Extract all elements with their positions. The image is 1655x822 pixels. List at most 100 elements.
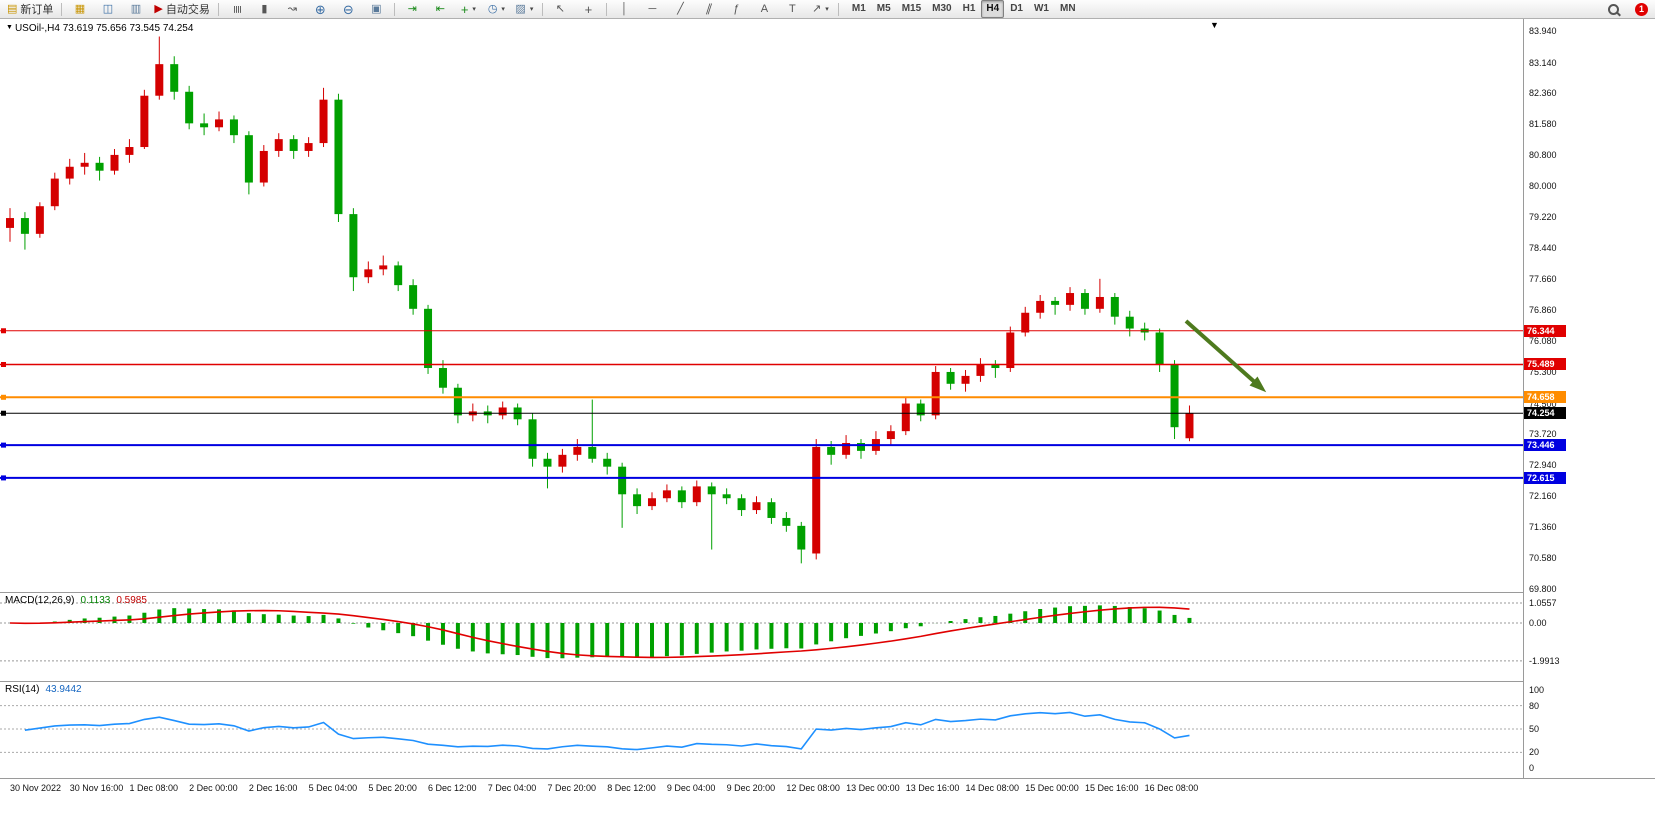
line-chart-icon: ↝ xyxy=(287,2,297,15)
autotrading-button[interactable]: ▶ 自动交易 xyxy=(150,0,213,19)
candlestick-chart-button[interactable]: ▮ xyxy=(251,0,278,19)
chart-shift-button[interactable]: ⇤ xyxy=(427,0,454,19)
price-axis-label: 82.360 xyxy=(1529,88,1557,99)
fibonacci-button[interactable]: ƒ xyxy=(723,0,750,19)
macd-scale-label: 0.00 xyxy=(1529,618,1547,628)
time-axis-label: 5 Dec 20:00 xyxy=(368,783,417,793)
chevron-down-icon: ▾ xyxy=(825,6,829,13)
panel-splitter[interactable] xyxy=(0,592,1655,593)
toolbar-right-group: 1 xyxy=(1600,0,1648,19)
price-line-tag: 74.658 xyxy=(1524,391,1566,404)
timeframe-h1-button[interactable]: H1 xyxy=(962,3,976,14)
time-axis[interactable]: 30 Nov 2022 30 Nov 16:00 1 Dec 08:00 2 Dec … xyxy=(0,779,1655,822)
time-axis-label: 13 Dec 00:00 xyxy=(846,783,900,793)
rsi-scale-label: 50 xyxy=(1529,724,1540,734)
time-axis-label: 2 Dec 16:00 xyxy=(248,783,298,793)
zoom-out-button[interactable]: ⊖ xyxy=(335,0,362,19)
cursor-button[interactable]: ↖ xyxy=(547,0,574,19)
templates-button[interactable]: ▨ ▾ xyxy=(511,0,538,19)
navigator-button[interactable]: ◫ xyxy=(94,0,121,19)
templates-icon: ▨ xyxy=(515,2,526,15)
time-axis-label: 14 Dec 08:00 xyxy=(965,783,1020,793)
macd-label: MACD(12,26,9) xyxy=(5,595,75,606)
channel-button[interactable]: ∥ xyxy=(695,0,722,19)
time-axis-label: 30 Nov 16:00 xyxy=(69,783,124,793)
terminal-icon: ▥ xyxy=(130,2,142,15)
toolbar-separator xyxy=(605,2,607,16)
auto-scroll-button[interactable]: ⇥ xyxy=(399,0,426,19)
time-axis-label: 9 Dec 04:00 xyxy=(666,783,716,793)
chart-shift-marker-icon[interactable]: ▼ xyxy=(1210,20,1219,30)
price-axis-label: 74.500 xyxy=(1529,398,1557,409)
price-axis[interactable]: 83.940 83.140 82.360 81.580 80.800 80.000 79.2… xyxy=(1523,19,1655,778)
time-axis-label: 16 Dec 08:00 xyxy=(1144,783,1199,793)
horizontal-line-icon: ─ xyxy=(648,2,657,15)
rsi-scale-label: 80 xyxy=(1529,700,1540,711)
time-axis-label: 12 Dec 08:00 xyxy=(786,783,840,793)
zoom-in-button[interactable]: ⊕ xyxy=(307,0,334,19)
candlestick-chart-icon: ▮ xyxy=(261,2,268,15)
periods-clock-icon: ◷ xyxy=(487,2,498,15)
vertical-line-button[interactable]: │ xyxy=(611,0,638,19)
macd-title: MACD(12,26,9) 0.1133 0.5985 xyxy=(5,595,147,606)
label-tool-icon: T xyxy=(789,2,796,15)
label-tool-button[interactable]: T xyxy=(779,0,806,19)
timeframe-h4-button[interactable]: H4 xyxy=(981,0,1005,18)
arrows-tool-button[interactable]: ↗ ▾ xyxy=(807,0,834,19)
horizontal-line-button[interactable]: ─ xyxy=(639,0,666,19)
timeframe-m30-button[interactable]: M30 xyxy=(932,3,952,14)
line-chart-button[interactable]: ↝ xyxy=(279,0,306,19)
fibonacci-icon: ƒ xyxy=(733,2,740,15)
time-axis-label: 9 Dec 20:00 xyxy=(726,783,776,793)
periods-button[interactable]: ◷ ▾ xyxy=(483,0,510,19)
rsi-indicator-panel[interactable] xyxy=(0,682,1523,778)
crosshair-button[interactable]: + xyxy=(575,0,602,19)
price-axis-label: 69.800 xyxy=(1529,584,1557,594)
text-tool-icon: A xyxy=(760,2,769,15)
rsi-label: RSI(14) xyxy=(5,684,40,695)
main-price-chart[interactable] xyxy=(0,19,1523,592)
timeframe-m15-button[interactable]: M15 xyxy=(901,3,922,14)
bar-chart-button[interactable]: ≣ xyxy=(223,0,250,19)
panel-splitter[interactable] xyxy=(0,681,1655,682)
macd-indicator-panel[interactable] xyxy=(0,593,1523,681)
time-axis-label: 1 Dec 08:00 xyxy=(129,783,178,793)
price-axis-label: 79.220 xyxy=(1529,212,1557,223)
price-axis-label: 80.800 xyxy=(1529,149,1557,160)
rsi-scale-label: 20 xyxy=(1529,747,1540,758)
panel-splitter[interactable] xyxy=(0,778,1655,779)
price-axis-label: 83.940 xyxy=(1529,26,1557,36)
macd-scale-label: 1.0557 xyxy=(1529,597,1557,608)
price-axis-label: 81.580 xyxy=(1529,119,1557,130)
timeframe-m1-button[interactable]: M1 xyxy=(851,3,866,14)
timeframe-w1-button[interactable]: W1 xyxy=(1033,3,1049,14)
toolbar-separator xyxy=(61,2,63,16)
market-watch-button[interactable]: ▦ xyxy=(66,0,93,19)
timeframe-d1-button[interactable]: D1 xyxy=(1010,3,1023,14)
chart-title-text: USOil-,H4 73.619 75.656 73.545 74.254 xyxy=(14,23,194,34)
rsi-scale-label: 0 xyxy=(1529,763,1535,773)
macd-signal-value: 0.5985 xyxy=(116,595,147,606)
zoom-out-icon: ⊖ xyxy=(342,1,354,17)
price-axis-label: 73.720 xyxy=(1529,429,1557,440)
rsi-value: 43.9442 xyxy=(45,684,82,695)
time-axis-label: 7 Dec 04:00 xyxy=(487,783,537,793)
chart-title: ▼ USOil-,H4 73.619 75.656 73.545 74.254 xyxy=(6,23,193,34)
timeframe-m5-button[interactable]: M5 xyxy=(876,3,891,14)
trendline-button[interactable]: ╱ xyxy=(667,0,694,19)
terminal-button[interactable]: ▥ xyxy=(122,0,149,19)
auto-scroll-icon: ⇥ xyxy=(407,2,417,15)
macd-main-value: 0.1133 xyxy=(80,595,111,606)
time-axis-label: 6 Dec 12:00 xyxy=(428,783,477,793)
text-tool-button[interactable]: A xyxy=(751,0,778,19)
tile-windows-button[interactable]: ▣ xyxy=(363,0,390,19)
new-order-button[interactable]: ▤ 新订单 xyxy=(3,0,57,19)
notification-badge[interactable]: 1 xyxy=(1635,2,1648,16)
price-axis-label: 76.080 xyxy=(1529,336,1557,347)
toolbar-separator xyxy=(837,2,839,16)
search-button[interactable] xyxy=(1600,0,1627,19)
indicators-button[interactable]: + ▾ xyxy=(455,0,482,19)
timeframe-mn-button[interactable]: MN xyxy=(1059,3,1076,14)
price-axis-label: 80.000 xyxy=(1529,181,1557,192)
chart-shift-icon: ⇤ xyxy=(435,2,445,15)
